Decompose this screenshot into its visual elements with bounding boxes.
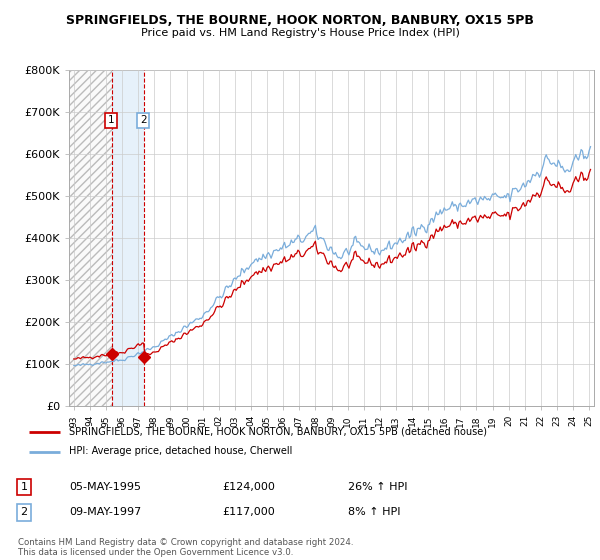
- Text: £117,000: £117,000: [222, 507, 275, 517]
- Text: 2: 2: [140, 115, 147, 125]
- Text: SPRINGFIELDS, THE BOURNE, HOOK NORTON, BANBURY, OX15 5PB: SPRINGFIELDS, THE BOURNE, HOOK NORTON, B…: [66, 14, 534, 27]
- Bar: [112, 70, 144, 406]
- Text: Contains HM Land Registry data © Crown copyright and database right 2024.
This d: Contains HM Land Registry data © Crown c…: [18, 538, 353, 557]
- Text: 8% ↑ HPI: 8% ↑ HPI: [348, 507, 401, 517]
- Text: 1: 1: [20, 482, 28, 492]
- Text: HPI: Average price, detached house, Cherwell: HPI: Average price, detached house, Cher…: [69, 446, 292, 456]
- Text: SPRINGFIELDS, THE BOURNE, HOOK NORTON, BANBURY, OX15 5PB (detached house): SPRINGFIELDS, THE BOURNE, HOOK NORTON, B…: [69, 427, 487, 437]
- Text: Price paid vs. HM Land Registry's House Price Index (HPI): Price paid vs. HM Land Registry's House …: [140, 28, 460, 38]
- Text: £124,000: £124,000: [222, 482, 275, 492]
- Text: 05-MAY-1995: 05-MAY-1995: [69, 482, 141, 492]
- Text: 09-MAY-1997: 09-MAY-1997: [69, 507, 141, 517]
- Text: 26% ↑ HPI: 26% ↑ HPI: [348, 482, 407, 492]
- Text: 1: 1: [108, 115, 115, 125]
- Text: 2: 2: [20, 507, 28, 517]
